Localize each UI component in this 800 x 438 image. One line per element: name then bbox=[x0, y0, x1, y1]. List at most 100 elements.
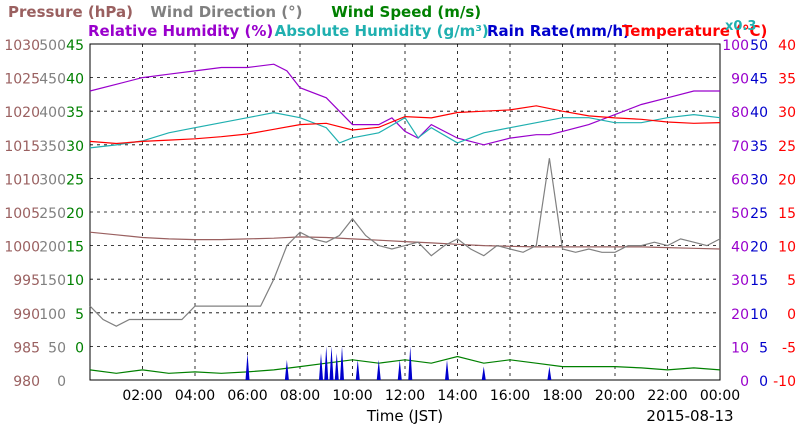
tick-label-rain-rate: 5 bbox=[759, 340, 768, 356]
tick-label-rain-rate: 40 bbox=[750, 105, 768, 121]
rain-spike bbox=[324, 346, 329, 380]
tick-label-x: 22:00 bbox=[647, 388, 687, 404]
rain-spike bbox=[329, 346, 334, 380]
tick-label-relative-humidity: 50 bbox=[731, 206, 749, 222]
tick-label-pressure: 1030 bbox=[4, 38, 40, 54]
tick-label-wind-direction: 250 bbox=[39, 206, 66, 222]
tick-label-wind-direction: 450 bbox=[39, 72, 66, 88]
tick-label-relative-humidity: 100 bbox=[722, 38, 749, 54]
tick-label-relative-humidity: 10 bbox=[731, 340, 749, 356]
tick-label-x: 02:00 bbox=[122, 388, 162, 404]
rain-spike bbox=[397, 359, 402, 380]
rain-spike bbox=[445, 359, 449, 380]
tick-label-wind-speed: 20 bbox=[66, 206, 84, 222]
tick-label-rain-rate: 35 bbox=[750, 139, 768, 155]
rain-spike bbox=[284, 359, 289, 380]
tick-label-pressure: 980 bbox=[13, 374, 40, 390]
tick-label-wind-speed: 45 bbox=[66, 38, 84, 54]
series-line-temperature-c bbox=[89, 105, 721, 145]
tick-label-rain-rate: 25 bbox=[750, 206, 768, 222]
tick-label-wind-speed: 30 bbox=[66, 139, 84, 155]
grid-lines bbox=[90, 44, 720, 380]
tick-label-temperature: 15 bbox=[778, 206, 796, 222]
tick-label-wind-speed: 25 bbox=[66, 172, 84, 188]
rain-spike bbox=[481, 366, 486, 380]
tick-label-rain-rate: 30 bbox=[750, 172, 768, 188]
tick-label-wind-direction: 400 bbox=[39, 105, 66, 121]
rain-spike bbox=[376, 359, 381, 380]
tick-label-pressure: 1025 bbox=[4, 72, 40, 88]
tick-label-x: 00:00 bbox=[700, 388, 740, 404]
rain-spike bbox=[408, 346, 413, 380]
tick-label-wind-direction: 300 bbox=[39, 172, 66, 188]
tick-label-rain-rate: 20 bbox=[750, 240, 768, 256]
rain-spike bbox=[340, 346, 344, 380]
series-line-wind-speed-m-s bbox=[89, 355, 721, 374]
rain-spike bbox=[245, 353, 250, 380]
tick-label-pressure: 1005 bbox=[4, 206, 40, 222]
tick-label-wind-speed: 15 bbox=[66, 240, 84, 256]
tick-label-pressure: 1020 bbox=[4, 105, 40, 121]
tick-label-relative-humidity: 20 bbox=[731, 307, 749, 323]
tick-label-pressure: 1000 bbox=[4, 240, 40, 256]
x-axis-label: Time (JST) bbox=[366, 407, 443, 425]
tick-label-temperature: 0 bbox=[787, 307, 796, 323]
tick-label-temperature: 35 bbox=[778, 72, 796, 88]
tick-label-pressure: 1010 bbox=[4, 172, 40, 188]
tick-label-temperature: 30 bbox=[778, 105, 796, 121]
legend-item: Wind Direction (°) bbox=[150, 3, 302, 21]
tick-label-wind-speed: 40 bbox=[66, 72, 84, 88]
tick-label-relative-humidity: 70 bbox=[731, 139, 749, 155]
tick-label-x: 18:00 bbox=[542, 388, 582, 404]
series-line-wind-direction bbox=[89, 158, 721, 327]
tick-label-temperature: -5 bbox=[782, 340, 796, 356]
tick-label-temperature: -10 bbox=[773, 374, 796, 390]
tick-label-wind-direction: 500 bbox=[39, 38, 66, 54]
tick-label-x: 20:00 bbox=[595, 388, 635, 404]
tick-label-x: 04:00 bbox=[175, 388, 215, 404]
series-line-absolute-humidity-g-m bbox=[89, 111, 721, 149]
tick-label-temperature: 40 bbox=[778, 38, 796, 54]
tick-label-rain-rate: 15 bbox=[750, 273, 768, 289]
tick-label-wind-speed: 0 bbox=[75, 340, 84, 356]
tick-label-rain-rate: 0 bbox=[759, 374, 768, 390]
legend-layer: Pressure (hPa) Wind Direction (°) Wind Spe… bbox=[8, 3, 767, 40]
tick-label-wind-speed: 35 bbox=[66, 105, 84, 121]
tick-label-pressure: 990 bbox=[13, 307, 40, 323]
tick-label-x: 12:00 bbox=[385, 388, 425, 404]
scale-note: x0.3 bbox=[725, 19, 756, 34]
tick-label-relative-humidity: 90 bbox=[731, 72, 749, 88]
tick-label-x: 06:00 bbox=[227, 388, 267, 404]
tick-label-wind-direction: 100 bbox=[39, 307, 66, 323]
rain-spike bbox=[547, 366, 552, 380]
tick-label-pressure: 995 bbox=[13, 273, 40, 289]
date-label: 2015-08-13 bbox=[646, 407, 733, 425]
tick-label-wind-direction: 0 bbox=[57, 374, 66, 390]
tick-label-pressure: 985 bbox=[13, 340, 40, 356]
tick-label-temperature: 10 bbox=[778, 240, 796, 256]
axes-layer: 1030102510201015101010051000995990985980… bbox=[4, 38, 796, 404]
tick-label-temperature: 25 bbox=[778, 139, 796, 155]
legend-item: Pressure (hPa) bbox=[8, 3, 133, 21]
tick-label-pressure: 1015 bbox=[4, 139, 40, 155]
legend-item: Temperature (°C) bbox=[622, 22, 767, 40]
tick-label-relative-humidity: 60 bbox=[731, 172, 749, 188]
legend-item: Rain Rate(mm/h) bbox=[487, 22, 630, 40]
rain-spike bbox=[355, 359, 360, 380]
tick-label-relative-humidity: 40 bbox=[731, 240, 749, 256]
tick-label-temperature: 5 bbox=[787, 273, 796, 289]
tick-label-x: 14:00 bbox=[437, 388, 477, 404]
rain-spike bbox=[319, 353, 323, 380]
tick-label-wind-direction: 350 bbox=[39, 139, 66, 155]
tick-label-temperature: 20 bbox=[778, 172, 796, 188]
legend-item: Wind Speed (m/s) bbox=[331, 3, 481, 21]
series-line-pressure-hpa bbox=[89, 231, 721, 250]
tick-label-wind-speed: 5 bbox=[75, 307, 84, 323]
tick-label-rain-rate: 45 bbox=[750, 72, 768, 88]
tick-label-rain-rate: 50 bbox=[750, 38, 768, 54]
series-line-relative-humidity bbox=[89, 63, 720, 146]
tick-label-wind-direction: 50 bbox=[48, 340, 66, 356]
tick-label-wind-speed: 10 bbox=[66, 273, 84, 289]
